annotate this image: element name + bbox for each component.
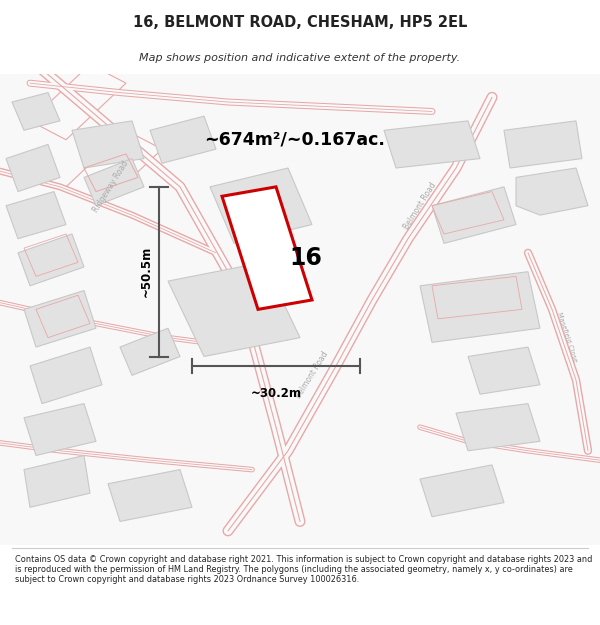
Polygon shape bbox=[432, 187, 516, 243]
Text: ~30.2m: ~30.2m bbox=[251, 387, 302, 400]
Polygon shape bbox=[30, 64, 126, 140]
Polygon shape bbox=[468, 347, 540, 394]
Polygon shape bbox=[210, 168, 312, 243]
Polygon shape bbox=[66, 130, 162, 206]
Text: Contains OS data © Crown copyright and database right 2021. This information is : Contains OS data © Crown copyright and d… bbox=[15, 554, 592, 584]
Text: Belmont Road: Belmont Road bbox=[294, 350, 330, 401]
Polygon shape bbox=[30, 347, 102, 404]
Text: ~674m²/~0.167ac.: ~674m²/~0.167ac. bbox=[204, 131, 385, 149]
Polygon shape bbox=[24, 291, 96, 347]
Polygon shape bbox=[456, 404, 540, 451]
Polygon shape bbox=[0, 74, 600, 545]
Polygon shape bbox=[72, 121, 144, 168]
Text: ~50.5m: ~50.5m bbox=[139, 246, 152, 298]
Polygon shape bbox=[6, 191, 66, 239]
Polygon shape bbox=[168, 262, 300, 356]
Polygon shape bbox=[12, 92, 60, 130]
Text: Masefield Close: Masefield Close bbox=[556, 312, 578, 363]
Polygon shape bbox=[84, 159, 144, 206]
Polygon shape bbox=[18, 234, 84, 286]
Polygon shape bbox=[120, 328, 180, 376]
Polygon shape bbox=[222, 187, 312, 309]
Text: 16, BELMONT ROAD, CHESHAM, HP5 2EL: 16, BELMONT ROAD, CHESHAM, HP5 2EL bbox=[133, 14, 467, 29]
Polygon shape bbox=[420, 272, 540, 342]
Polygon shape bbox=[150, 116, 216, 163]
Text: Map shows position and indicative extent of the property.: Map shows position and indicative extent… bbox=[139, 52, 461, 62]
Text: Belmont Road: Belmont Road bbox=[402, 181, 438, 231]
Text: 16: 16 bbox=[290, 246, 322, 269]
Polygon shape bbox=[24, 404, 96, 456]
Polygon shape bbox=[420, 465, 504, 517]
Polygon shape bbox=[384, 121, 480, 168]
Polygon shape bbox=[24, 456, 90, 508]
Text: Ridgeway Road: Ridgeway Road bbox=[92, 159, 130, 214]
Polygon shape bbox=[108, 469, 192, 521]
Polygon shape bbox=[516, 168, 588, 215]
Polygon shape bbox=[504, 121, 582, 168]
Polygon shape bbox=[6, 144, 60, 191]
